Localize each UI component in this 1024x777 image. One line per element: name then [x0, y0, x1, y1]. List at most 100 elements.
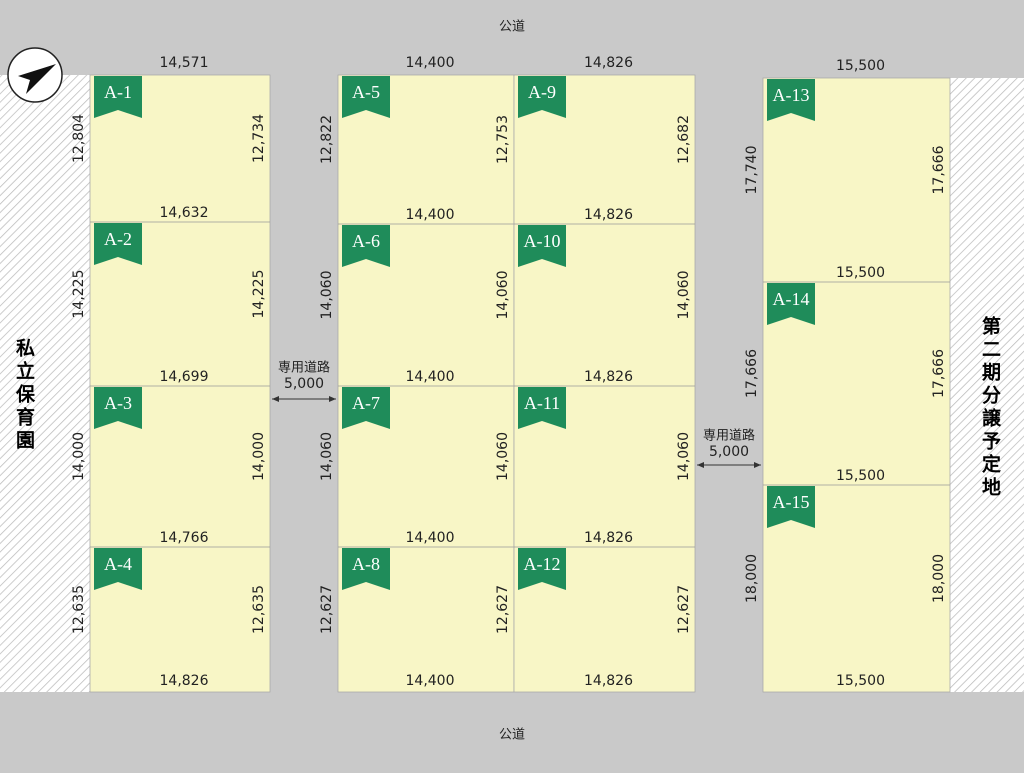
tag-shape [342, 76, 390, 118]
lot-tag: A-6 [342, 225, 390, 267]
width-dimension: 14,400 [406, 55, 455, 71]
lot-tag: A-10 [518, 225, 566, 267]
height-dimension: 12,682 [676, 115, 692, 164]
height-dimension: 12,804 [71, 114, 87, 163]
height-dimension: 17,740 [744, 146, 760, 195]
width-dimension: 14,571 [160, 55, 209, 71]
private-road-width: 5,000 [709, 444, 749, 460]
height-dimension: 12,753 [495, 115, 511, 164]
width-dimension: 14,632 [160, 205, 209, 221]
lot-tag: A-3 [94, 387, 142, 429]
tag-shape [767, 79, 815, 121]
height-dimension: 18,000 [744, 554, 760, 603]
height-dimension: 18,000 [931, 554, 947, 603]
lot-id: A-3 [104, 393, 132, 413]
neighbor-label: 私立保育園 [13, 338, 34, 453]
width-dimension: 14,400 [406, 207, 455, 223]
tag-shape [518, 548, 566, 590]
lot-area [337, 74, 515, 693]
tag-shape [767, 283, 815, 325]
private-road-label: 専用道路 [278, 360, 330, 376]
height-dimension: 12,627 [676, 585, 692, 634]
height-dimension: 14,000 [251, 432, 267, 481]
height-dimension: 12,627 [495, 585, 511, 634]
tag-shape [342, 548, 390, 590]
lot-tag: A-8 [342, 548, 390, 590]
lot-id: A-10 [524, 231, 561, 251]
tag-shape [342, 225, 390, 267]
lot-id: A-14 [773, 289, 810, 309]
private-road-label: 専用道路 [703, 428, 755, 444]
width-dimension: 14,400 [406, 369, 455, 385]
lot-tag: A-1 [94, 76, 142, 118]
lot-tag: A-9 [518, 76, 566, 118]
width-dimension: 14,826 [160, 673, 209, 689]
lot-tag: A-15 [767, 486, 815, 528]
lot-tag: A-12 [518, 548, 566, 590]
lot-id: A-4 [104, 554, 132, 574]
road-label: 公道 [499, 728, 525, 743]
tag-shape [518, 225, 566, 267]
lot-tag: A-14 [767, 283, 815, 325]
width-dimension: 15,500 [836, 265, 885, 281]
tag-shape [94, 223, 142, 265]
lot-id: A-13 [773, 85, 810, 105]
width-dimension: 14,400 [406, 530, 455, 546]
neighbor-label: 第二期分譲予定地 [979, 316, 1000, 500]
lot-tag: A-11 [518, 387, 566, 429]
lot-tag: A-13 [767, 79, 815, 121]
width-dimension: 14,826 [584, 530, 633, 546]
lot-tag: A-4 [94, 548, 142, 590]
lot-id: A-2 [104, 229, 132, 249]
height-dimension: 12,734 [251, 114, 267, 163]
lot-area [513, 74, 696, 693]
height-dimension: 12,635 [71, 585, 87, 634]
height-dimension: 14,060 [676, 271, 692, 320]
height-dimension: 17,666 [744, 349, 760, 398]
height-dimension: 12,635 [251, 585, 267, 634]
lot-id: A-6 [352, 231, 380, 251]
height-dimension: 14,060 [495, 432, 511, 481]
lot-id: A-8 [352, 554, 380, 574]
height-dimension: 14,000 [71, 432, 87, 481]
height-dimension: 12,822 [319, 115, 335, 164]
neighbor-right [950, 78, 1024, 692]
road-label: 公道 [499, 20, 525, 35]
height-dimension: 17,666 [931, 349, 947, 398]
width-dimension: 14,826 [584, 55, 633, 71]
height-dimension: 14,060 [495, 271, 511, 320]
width-dimension: 14,400 [406, 673, 455, 689]
tag-shape [767, 486, 815, 528]
width-dimension: 14,826 [584, 369, 633, 385]
width-dimension: 14,826 [584, 207, 633, 223]
lot-id: A-9 [528, 82, 556, 102]
height-dimension: 14,225 [71, 270, 87, 319]
width-dimension: 14,826 [584, 673, 633, 689]
private-road-width: 5,000 [284, 376, 324, 392]
tag-shape [518, 76, 566, 118]
tag-shape [94, 548, 142, 590]
tag-shape [342, 387, 390, 429]
lot-area [89, 74, 271, 693]
compass [7, 47, 63, 103]
height-dimension: 14,225 [251, 270, 267, 319]
lot-area [762, 77, 951, 693]
width-dimension: 15,500 [836, 468, 885, 484]
width-dimension: 14,766 [160, 530, 209, 546]
tag-shape [94, 76, 142, 118]
height-dimension: 14,060 [319, 432, 335, 481]
width-dimension: 15,500 [836, 673, 885, 689]
neighbor-left [0, 75, 90, 692]
lot-id: A-15 [773, 492, 810, 512]
lot-tag: A-5 [342, 76, 390, 118]
tag-shape [94, 387, 142, 429]
lot-id: A-7 [352, 393, 380, 413]
lot-id: A-11 [524, 393, 560, 413]
lot-tag: A-7 [342, 387, 390, 429]
height-dimension: 12,627 [319, 585, 335, 634]
lot-id: A-5 [352, 82, 380, 102]
lot-id: A-12 [524, 554, 561, 574]
tag-shape [518, 387, 566, 429]
